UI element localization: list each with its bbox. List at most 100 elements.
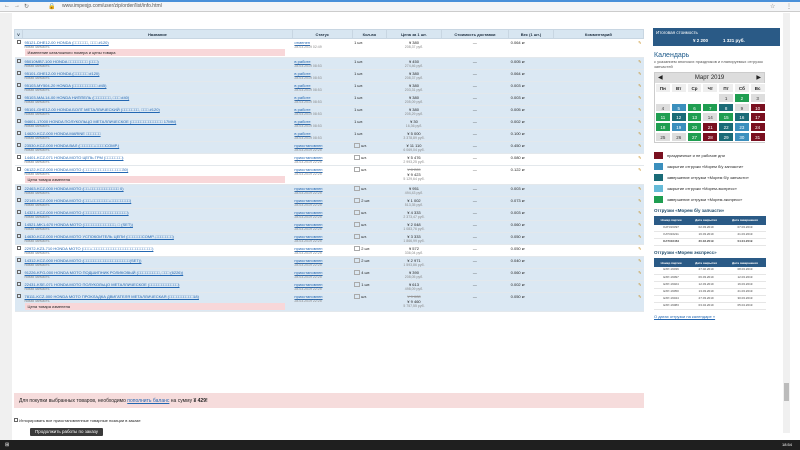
row-select[interactable] [14,57,23,70]
status-link[interactable]: в работе [294,107,311,112]
edit-icon[interactable]: ✎ [638,294,642,299]
item-link[interactable]: 22145-KCZ-000 HONDA MOTO (□□□-□□□□□□□-□□… [24,198,132,203]
quantity-field[interactable] [354,270,361,276]
quantity-field[interactable] [354,294,361,300]
edit-icon[interactable]: ✎ [638,83,642,88]
calendar-day[interactable]: 23 [733,122,750,132]
status-link[interactable]: приостановлен [294,234,323,239]
calendar-day[interactable]: 5 [670,102,687,113]
menu-icon[interactable]: ⋮ [786,4,792,10]
calendar-day[interactable]: 28 [702,131,719,142]
star-icon[interactable]: ☆ [770,4,776,10]
calendar-day[interactable]: 6 [686,102,703,113]
select-all-header[interactable]: V [14,29,23,39]
status-link[interactable]: приостановлен [294,222,323,227]
row-select[interactable] [14,69,23,82]
calendar-day[interactable]: 22 [718,122,734,132]
item-link[interactable]: 14521-MK1-670 HONDA MOTO (□□□□□□□□□□□□□,… [24,222,133,227]
address-bar[interactable]: ← → ↻ 🔒 www.impexjp.com/user/zip/order/l… [0,2,800,12]
calendar-day[interactable]: 27 [686,131,703,142]
calendar-day[interactable] [655,92,671,103]
item-link[interactable]: 22431-KSE-071 HONDA MOTO ПОЛУКОЛЬЦО МЕТА… [24,282,180,287]
quantity-field[interactable] [354,246,361,252]
row-select[interactable] [14,268,23,281]
calendar-day[interactable]: 9 [733,102,750,113]
item-link[interactable]: 91226-KFG-000 HONDA MOTO ПОДШИПНИК РОЛИК… [24,270,184,275]
status-link[interactable]: приостановлен [294,167,323,172]
item-link[interactable]: 14630-KCZ-000 HONDA MOTO УСПОКОИТЕЛЬ ЦЕП… [24,234,174,239]
item-link[interactable]: 23530-KCZ-000 HONDA ВАЛ (□□□□□□-□□□□COMP… [24,143,120,148]
status-link[interactable]: в работе [294,83,311,88]
row-checkbox[interactable] [16,210,21,214]
status-link[interactable]: приостановлен [294,294,323,299]
row-select[interactable] [14,184,23,197]
status-link[interactable]: отменен [294,40,311,45]
topup-link[interactable]: пополнить баланс [127,398,170,404]
forward-icon[interactable]: → [14,3,20,9]
item-link[interactable]: 14620-KCZ-000 HONDA MARINE □□□□□□ [24,131,101,136]
item-link[interactable]: 22463-KCZ-000 HONDA MOTO (□□-□□□□□□□□□□□… [24,186,124,191]
row-checkbox[interactable] [16,294,21,298]
quantity-field[interactable] [354,234,361,240]
prev-month-icon[interactable]: ◀ [658,75,663,81]
quantity-field[interactable] [354,155,361,161]
row-checkbox[interactable] [16,40,21,44]
calendar-day[interactable]: 30 [733,131,750,142]
row-checkbox[interactable] [16,107,21,111]
edit-icon[interactable]: ✎ [638,95,642,100]
row-select[interactable] [14,196,23,209]
quantity-field[interactable] [354,258,361,264]
calendar-day[interactable]: 10 [749,102,766,113]
calendar-day[interactable] [702,92,719,103]
row-select[interactable] [14,165,23,185]
url-text[interactable]: www.impexjp.com/user/zip/order/list/info… [62,3,162,9]
item-link[interactable]: 95101-GHE12-00 HONDA (□□□□□□ #120) [24,71,100,76]
row-select[interactable] [14,93,23,106]
edit-icon[interactable]: ✎ [638,155,642,160]
status-link[interactable]: в работе [294,59,311,64]
edit-icon[interactable]: ✎ [638,210,642,215]
status-link[interactable]: приостановлен [294,143,323,148]
calendar-day[interactable]: 21 [702,122,719,132]
row-select[interactable] [14,232,23,245]
edit-icon[interactable]: ✎ [638,119,642,124]
edit-icon[interactable]: ✎ [638,107,642,112]
calendar-day[interactable]: 8 [718,102,734,113]
calendar-day[interactable]: 7 [702,102,719,113]
quantity-field[interactable] [354,186,361,192]
row-select[interactable] [14,117,23,130]
edit-icon[interactable]: ✎ [638,198,642,203]
calendar-day[interactable]: 19 [670,122,687,132]
row-checkbox[interactable] [16,234,21,238]
row-checkbox[interactable] [16,258,21,262]
row-checkbox[interactable] [16,71,21,75]
edit-icon[interactable]: ✎ [638,234,642,239]
edit-icon[interactable]: ✎ [638,71,642,76]
status-link[interactable]: приостановлен [294,155,323,160]
calendar-day[interactable]: 25 [655,131,671,142]
edit-icon[interactable]: ✎ [638,167,642,172]
edit-icon[interactable]: ✎ [638,143,642,148]
edit-icon[interactable]: ✎ [638,40,642,45]
calendar-day[interactable]: 13 [686,112,703,123]
calendar-day[interactable]: 18 [655,122,671,132]
row-checkbox[interactable] [16,131,21,135]
continue-button[interactable]: Продолжить работы по заказу [30,428,104,436]
edit-icon[interactable]: ✎ [638,282,642,287]
edit-icon[interactable]: ✎ [638,131,642,136]
ignore-checkbox[interactable] [14,418,18,422]
edit-icon[interactable]: ✎ [638,186,642,191]
status-link[interactable]: в работе [294,131,311,136]
row-checkbox[interactable] [16,83,21,87]
item-link[interactable]: 14312-KCZ-000 HONDA MOTO (□□□□□□□□□□□□□□… [24,258,142,263]
row-checkbox[interactable] [16,119,21,123]
item-link[interactable]: 78111-KCZ-000 HONDA MOTO ПРОКЛАДКА ДВИГА… [24,294,199,299]
row-checkbox[interactable] [16,282,21,286]
quantity-field[interactable] [354,282,361,288]
calendar-day[interactable]: 4 [655,102,671,113]
status-link[interactable]: приостановлен [294,186,323,191]
status-link[interactable]: приостановлен [294,210,323,215]
calendar-day[interactable]: 26 [670,131,687,142]
row-checkbox[interactable] [16,198,21,202]
row-checkbox[interactable] [16,59,21,63]
